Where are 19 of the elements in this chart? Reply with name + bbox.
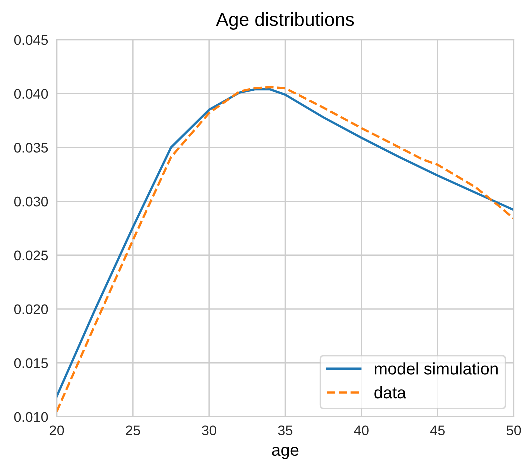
x-tick-label: 50 — [506, 426, 522, 436]
x-tick-label: 45 — [430, 426, 445, 436]
y-tick-label: 0.045 — [14, 35, 48, 46]
chart-title: Age distributions — [216, 12, 354, 30]
y-tick-label: 0.020 — [14, 304, 48, 314]
x-tick-label: 20 — [50, 426, 64, 436]
y-tick-label: 0.035 — [14, 143, 48, 153]
y-tick-label: 0.010 — [14, 412, 48, 422]
legend-label: model simulation — [375, 362, 498, 375]
x-tick-label: 35 — [278, 426, 293, 436]
y-tick-label: 0.025 — [14, 250, 48, 261]
x-tick-label: 40 — [354, 426, 369, 436]
legend-label: data — [374, 386, 406, 399]
y-tick-label: 0.015 — [14, 358, 48, 368]
y-tick-label: 0.030 — [14, 196, 48, 207]
x-axis-title: age — [272, 446, 299, 460]
y-tick-label: 0.040 — [14, 89, 48, 100]
x-tick-label: 30 — [202, 426, 217, 436]
x-tick-label: 25 — [126, 426, 140, 436]
